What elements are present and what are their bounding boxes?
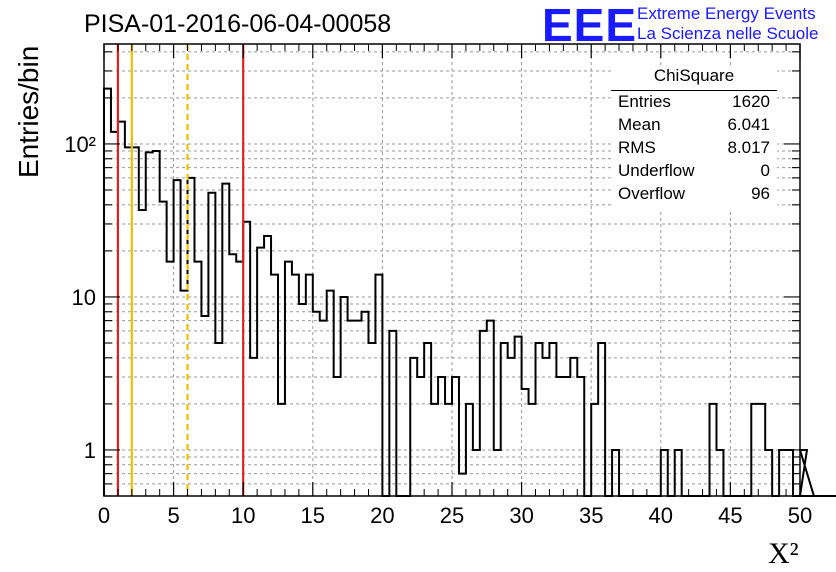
histogram-bin [487, 321, 494, 496]
histogram-bin [452, 377, 459, 496]
histogram-bin [556, 377, 563, 496]
histogram-bin [250, 358, 257, 496]
stats-value: 0 [760, 161, 770, 180]
histogram-bin [375, 275, 382, 496]
histogram-bin [515, 337, 522, 496]
vertical-lines-layer [116, 44, 245, 496]
stats-value: 8.017 [727, 138, 770, 157]
stats-row-rms: RMS 8.017 [618, 138, 770, 160]
x-tick-label: 35 [579, 503, 603, 528]
histogram-bin [271, 275, 278, 496]
histogram-bin [292, 275, 299, 496]
histogram-bin [522, 389, 529, 496]
histogram-bin [146, 152, 153, 496]
histogram-bin [459, 474, 466, 496]
histogram-layer [103, 87, 836, 497]
x-tick-label: 30 [509, 503, 533, 528]
histogram-bin [438, 377, 445, 496]
y-tick-label: 10 [72, 285, 96, 310]
histogram-bin [153, 151, 160, 496]
stats-key: RMS [618, 138, 656, 157]
x-tick-label: 40 [649, 503, 673, 528]
histogram-bin [229, 254, 236, 496]
logo-text-line1: Extreme Energy Events [637, 4, 816, 23]
stats-value: 1620 [732, 92, 770, 111]
histogram-outline [103, 87, 836, 497]
x-tick-label: 20 [370, 503, 394, 528]
histogram-bin [174, 180, 181, 496]
x-tick-label: 10 [231, 503, 255, 528]
histogram-bin [348, 321, 355, 496]
histogram-bin [320, 321, 327, 496]
stats-box-title: ChiSquare [653, 66, 735, 85]
stats-key: Mean [618, 115, 661, 134]
tick-labels-layer: 0 5 10 15 20 25 30 35 40 45 50 1 10 10² [64, 132, 812, 528]
histogram-bin [549, 343, 556, 496]
stats-box: ChiSquare Entries 1620 Mean 6.041 RMS 8.… [611, 66, 777, 210]
histogram-bin [424, 343, 431, 496]
histogram-bin [257, 248, 264, 496]
stats-key: Underflow [618, 161, 695, 180]
histogram-bin [480, 331, 487, 496]
histogram-bin [299, 304, 306, 496]
histogram-bin [563, 377, 570, 496]
histogram-bin [104, 89, 111, 496]
y-axis-label: Entries/bin [13, 46, 44, 178]
x-axis-label: X² [768, 537, 799, 570]
histogram-bin [215, 343, 222, 496]
histogram-bin [536, 343, 543, 496]
x-tick-label: 5 [167, 503, 179, 528]
x-tick-label: 50 [788, 503, 812, 528]
histogram-bin [334, 377, 341, 496]
stats-value: 96 [751, 184, 770, 203]
histogram-bin [139, 210, 146, 496]
histogram-bin [410, 358, 417, 496]
stats-row-entries: Entries 1620 [618, 92, 770, 114]
stats-row-mean: Mean 6.041 [618, 115, 770, 137]
ticks-layer [103, 44, 801, 497]
stats-row-overflow: Overflow 96 [618, 184, 770, 206]
stats-value: 6.041 [727, 115, 770, 134]
histogram-bin [160, 202, 167, 496]
histogram-bin [508, 358, 515, 496]
histogram-bin [306, 275, 313, 496]
histogram-bin [341, 297, 348, 496]
histogram-bin [355, 321, 362, 496]
logo-text-line2: La Scienza nelle Scuole [637, 24, 819, 43]
chart-title: PISA-01-2016-06-04-00058 [84, 10, 392, 38]
histogram-bin [222, 184, 229, 496]
stats-box-divider [611, 90, 777, 91]
x-tick-label: 15 [301, 503, 325, 528]
stats-key: Overflow [618, 184, 686, 203]
histogram-bin [417, 377, 424, 496]
histogram-bin [577, 377, 584, 496]
histogram-bin [542, 358, 549, 496]
y-tick-label: 10² [64, 132, 96, 157]
y-tick-label: 1 [84, 438, 96, 463]
x-tick-label: 45 [718, 503, 742, 528]
histogram-bin [598, 343, 605, 496]
histogram-bin [570, 358, 577, 496]
histogram-bin [389, 331, 396, 496]
histogram-bin [501, 343, 508, 496]
x-tick-label: 0 [98, 503, 110, 528]
histogram-bin [208, 193, 215, 496]
histogram-bin [368, 343, 375, 496]
x-tick-label: 25 [440, 503, 464, 528]
stats-row-underflow: Underflow 0 [618, 161, 770, 183]
stats-key: Entries [618, 92, 671, 111]
eee-logo-mark: EEE [542, 0, 638, 51]
